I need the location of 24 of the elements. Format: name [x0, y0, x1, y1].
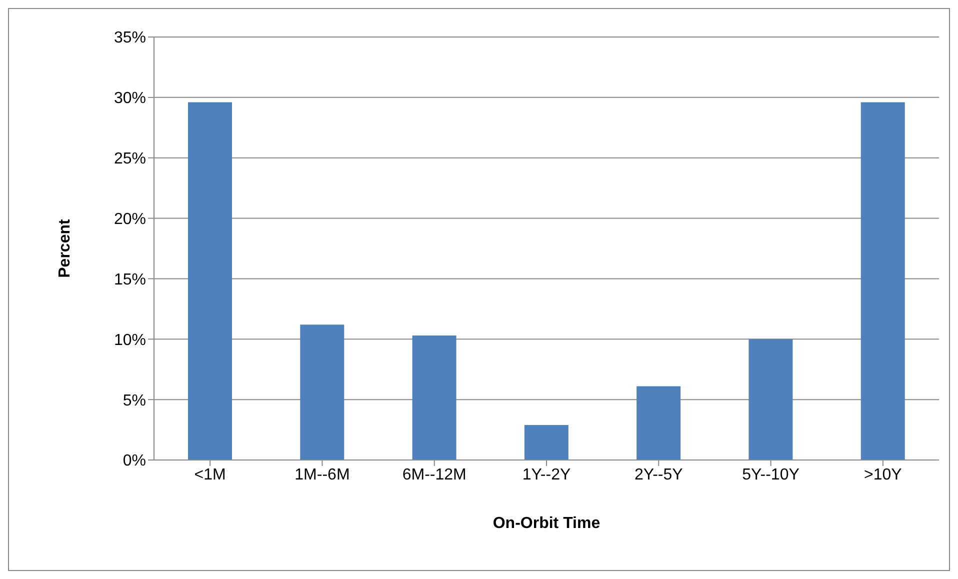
x-tick-label: <1M: [194, 466, 226, 484]
y-tick-label: 0%: [122, 452, 146, 470]
y-tick-label: 5%: [122, 392, 146, 410]
bar: [412, 336, 456, 460]
y-tick-label: 15%: [114, 271, 146, 288]
bar: [860, 102, 905, 460]
x-tick-label: 1M--6M: [294, 466, 350, 484]
y-axis-title: Percent: [56, 218, 74, 278]
y-tick-label: 25%: [114, 150, 146, 168]
bar: [188, 102, 232, 460]
x-tick-label: >10Y: [864, 466, 902, 484]
bar: [748, 339, 793, 460]
x-tick-label: 5Y--10Y: [742, 466, 800, 484]
bar: [524, 424, 568, 460]
y-tick-label: 10%: [114, 332, 146, 349]
x-tick-label: 6M--12M: [402, 466, 466, 484]
x-tick-label: 1Y--2Y: [522, 466, 571, 484]
y-tick-label: 20%: [114, 210, 146, 228]
y-tick-label: 30%: [114, 90, 146, 108]
x-tick-label: 2Y--5Y: [634, 466, 684, 484]
bar: [300, 324, 344, 460]
bar: [636, 386, 681, 460]
x-axis-title: On-Orbit Time: [492, 515, 600, 532]
y-tick-label: 35%: [114, 30, 146, 47]
